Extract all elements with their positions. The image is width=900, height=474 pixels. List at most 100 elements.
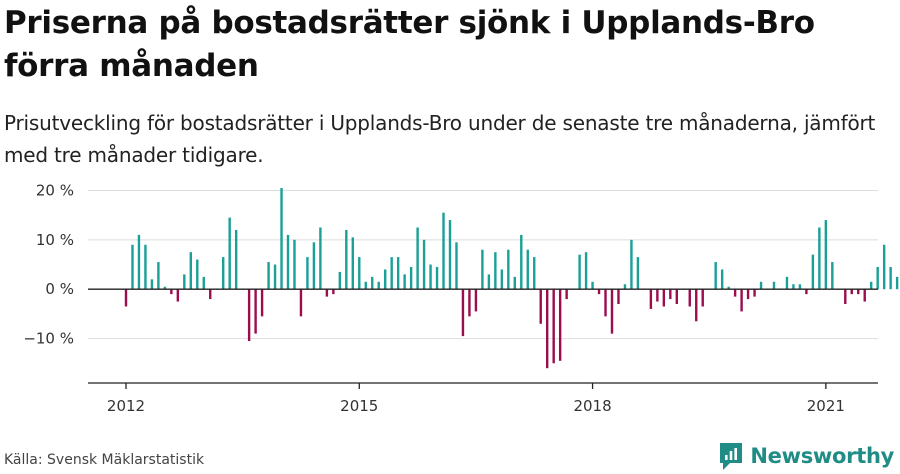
- bar: [811, 254, 815, 290]
- bar: [124, 289, 128, 307]
- x-tick-label: 2012: [107, 397, 145, 415]
- bars-layer: [124, 188, 899, 369]
- bar: [163, 286, 167, 290]
- bar: [578, 254, 581, 290]
- bar: [377, 281, 380, 290]
- x-tick-label: 2015: [340, 397, 378, 415]
- bar: [584, 252, 588, 290]
- brand-logo[interactable]: Newsworthy: [718, 441, 894, 471]
- bar: [565, 289, 568, 300]
- bar: [636, 257, 640, 290]
- bar: [280, 188, 283, 290]
- bar: [150, 279, 154, 290]
- bar: [403, 274, 406, 290]
- bar: [617, 289, 620, 305]
- bar: [429, 264, 432, 290]
- bar: [351, 237, 354, 290]
- bar: [468, 289, 471, 317]
- bar: [772, 281, 776, 290]
- bar-chart: 20 %10 %0 %−10 %20122015201820212023−5 %: [23, 181, 899, 415]
- bar: [189, 252, 192, 290]
- bar: [895, 276, 899, 290]
- bar: [338, 271, 342, 290]
- bar: [409, 266, 413, 290]
- x-tick-label: 2021: [807, 397, 845, 415]
- bar: [520, 234, 523, 290]
- bar: [487, 274, 491, 290]
- chart-subtitle: Prisutveckling för bostadsrätter i Uppla…: [4, 111, 876, 167]
- bar: [805, 289, 808, 295]
- bar: [656, 289, 659, 302]
- bar: [494, 252, 497, 290]
- bar: [319, 227, 322, 290]
- bar: [513, 276, 516, 290]
- bar: [455, 242, 458, 290]
- bar: [481, 249, 484, 290]
- bar: [299, 289, 303, 317]
- bar: [247, 289, 251, 342]
- bar: [539, 289, 542, 324]
- bar: [597, 289, 601, 295]
- bar: [144, 244, 147, 290]
- bar: [558, 289, 562, 361]
- bar: [500, 269, 504, 290]
- bar: [234, 229, 238, 290]
- bar: [196, 259, 199, 290]
- bar: [714, 262, 717, 290]
- bar: [727, 286, 730, 290]
- bar: [824, 220, 828, 290]
- bar: [831, 262, 834, 290]
- bar: [202, 276, 205, 290]
- bar: [131, 244, 134, 290]
- bar: [137, 234, 141, 290]
- bar: [688, 289, 691, 307]
- bar: [889, 266, 892, 290]
- bar: [733, 289, 737, 297]
- bar: [209, 289, 212, 300]
- bar: [792, 284, 795, 290]
- bar: [870, 281, 873, 290]
- brand-name: Newsworthy: [750, 444, 894, 468]
- bar: [863, 289, 866, 302]
- bar: [649, 289, 653, 309]
- bar: [798, 284, 802, 290]
- bar: [604, 289, 607, 317]
- bar: [306, 257, 309, 290]
- x-tick-label: 2018: [573, 397, 611, 415]
- bar: [857, 289, 860, 295]
- bar: [630, 239, 633, 290]
- bar: [254, 289, 257, 334]
- bar: [759, 281, 763, 290]
- bar: [695, 289, 698, 322]
- bar: [170, 289, 173, 295]
- bar: [740, 289, 743, 312]
- bar: [422, 239, 426, 290]
- bar: [876, 266, 879, 290]
- source-note: Källa: Svensk Mäklarstatistik: [4, 452, 205, 468]
- bar: [669, 289, 672, 300]
- bar: [286, 234, 290, 290]
- bar: [753, 289, 756, 297]
- bar: [533, 257, 536, 290]
- bar: [623, 284, 627, 290]
- bar: [176, 289, 180, 302]
- bar: [183, 274, 186, 290]
- bar: [228, 217, 231, 290]
- bar: [662, 289, 666, 307]
- bar: [332, 289, 335, 295]
- bar: [818, 227, 821, 290]
- bar: [312, 242, 316, 290]
- bar: [844, 289, 847, 305]
- bar: [546, 289, 549, 369]
- y-tick-label: 0 %: [45, 280, 74, 298]
- bar: [260, 289, 264, 317]
- axis-layer: 20 %10 %0 %−10 %20122015201820212023−5 %: [23, 181, 878, 415]
- bar: [325, 289, 329, 297]
- y-tick-label: −10 %: [23, 330, 74, 348]
- bar: [552, 289, 555, 364]
- bar: [610, 289, 614, 334]
- bar: [448, 220, 452, 290]
- bar: [882, 244, 886, 290]
- y-tick-label: 20 %: [36, 181, 74, 199]
- bar: [675, 289, 678, 305]
